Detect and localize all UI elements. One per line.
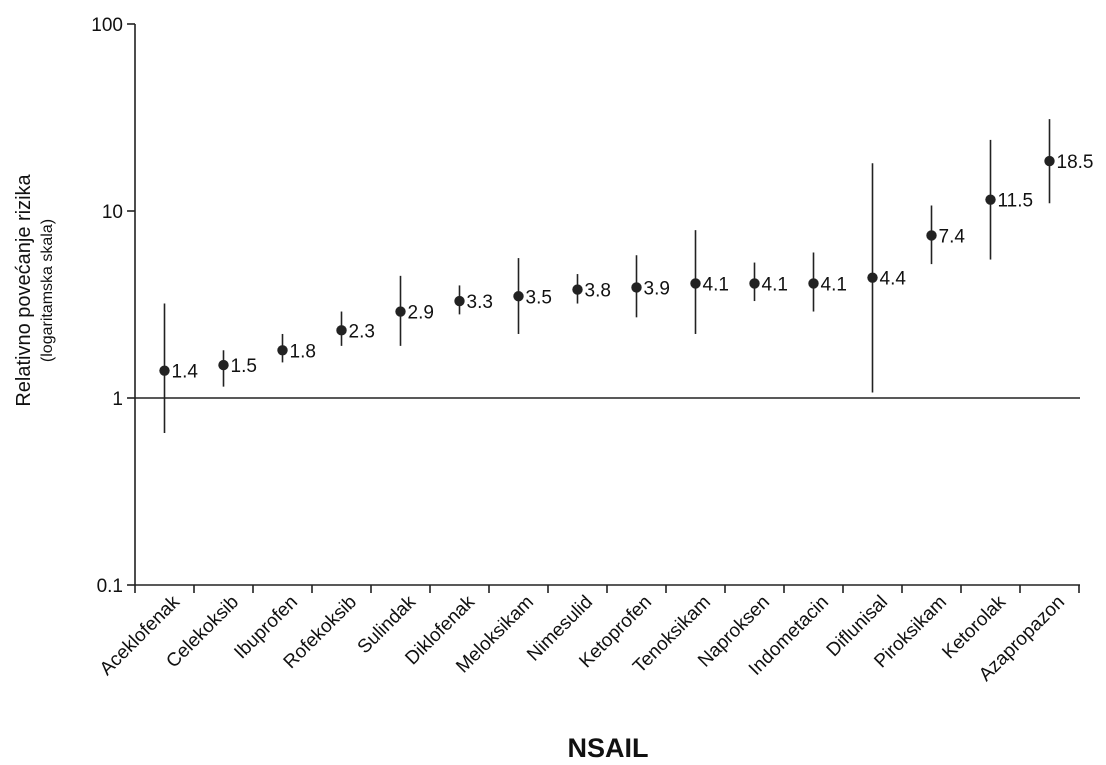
data-label: 4.1 (762, 274, 788, 295)
data-label: 4.1 (821, 274, 847, 295)
data-point (336, 325, 347, 336)
data-label: 3.3 (467, 292, 493, 313)
data-label: 2.3 (349, 321, 375, 342)
data-point (631, 282, 642, 293)
data-label: 3.5 (526, 287, 552, 308)
data-point (690, 278, 701, 289)
y-tick-label: 0.1 (97, 576, 123, 597)
y-axis-label-note: (logaritamska skala) (39, 219, 56, 362)
axes: 0.1110100AceklofenakCelekoksibIbuprofenR… (91, 15, 1080, 686)
data-label: 18.5 (1057, 152, 1094, 173)
y-tick-label: 100 (91, 15, 123, 36)
data-label: 2.9 (408, 303, 434, 324)
data-point (1044, 155, 1055, 167)
data-point (572, 284, 583, 295)
y-axis-label: Relativno povećanje rizika (13, 173, 35, 406)
data-point (454, 295, 465, 307)
data-point (867, 272, 878, 283)
data-point (513, 291, 524, 302)
data-label: 4.4 (880, 269, 907, 290)
y-tick-label: 10 (102, 202, 123, 223)
y-tick-label: 1 (112, 389, 123, 410)
data-point (159, 365, 170, 376)
data-label: 1.4 (172, 362, 199, 383)
data-point (749, 278, 760, 289)
x-axis-label: NSAIL (568, 733, 649, 763)
data-label: 11.5 (998, 191, 1034, 212)
data-label: 3.8 (585, 281, 611, 302)
data-label: 1.8 (290, 341, 316, 362)
data-point (985, 194, 996, 205)
data-label: 1.5 (231, 356, 257, 377)
data-label: 7.4 (939, 226, 966, 247)
data-point (395, 306, 406, 317)
data-label: 4.1 (703, 274, 729, 295)
data-label: 3.9 (644, 278, 670, 299)
data-point (277, 345, 288, 356)
data-point (926, 230, 937, 241)
data-point (808, 278, 819, 289)
data-point (218, 359, 229, 371)
data-marks: 1.4 1.5 1.8 2.3 2.9 3.3 3.5 3.8 3.9 4.1 4.1 4.1 4.4 7… (159, 119, 1093, 433)
